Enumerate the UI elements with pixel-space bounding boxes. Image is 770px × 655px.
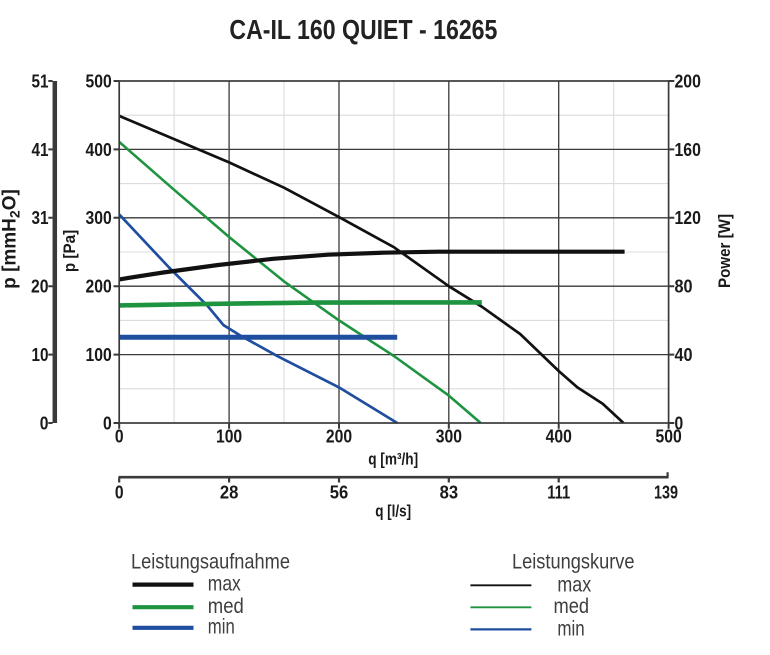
svg-text:56: 56	[330, 483, 349, 503]
svg-text:med: med	[208, 595, 244, 618]
svg-text:500: 500	[656, 427, 682, 447]
svg-text:120: 120	[675, 208, 701, 228]
svg-text:0: 0	[40, 413, 49, 433]
svg-text:51: 51	[32, 71, 49, 91]
svg-text:p [mmH2O]: p [mmH2O]	[0, 189, 23, 289]
svg-text:CA-IL 160 QUIET - 16265: CA-IL 160 QUIET - 16265	[229, 14, 497, 45]
svg-text:100: 100	[216, 427, 242, 447]
svg-text:min: min	[208, 616, 235, 639]
svg-text:Power [W]: Power [W]	[715, 214, 734, 288]
svg-text:max: max	[557, 573, 591, 596]
svg-text:min: min	[557, 617, 584, 640]
svg-text:400: 400	[546, 427, 572, 447]
svg-text:31: 31	[32, 208, 49, 228]
svg-text:max: max	[208, 573, 241, 596]
svg-text:200: 200	[326, 427, 352, 447]
svg-text:q [m³/h]: q [m³/h]	[368, 450, 418, 469]
svg-text:med: med	[554, 595, 590, 618]
svg-text:300: 300	[86, 208, 112, 228]
svg-text:40: 40	[675, 345, 693, 365]
svg-text:Leistungsaufnahme: Leistungsaufnahme	[131, 551, 290, 574]
svg-text:111: 111	[547, 483, 570, 503]
svg-text:10: 10	[32, 345, 49, 365]
svg-text:100: 100	[86, 345, 112, 365]
svg-text:20: 20	[31, 277, 49, 297]
svg-text:200: 200	[86, 277, 112, 297]
svg-text:28: 28	[220, 483, 239, 503]
svg-text:200: 200	[675, 71, 701, 91]
svg-text:80: 80	[675, 277, 693, 297]
svg-text:83: 83	[440, 483, 459, 503]
svg-text:400: 400	[86, 140, 112, 160]
svg-text:500: 500	[86, 71, 112, 91]
svg-text:160: 160	[675, 140, 701, 160]
svg-text:0: 0	[675, 413, 684, 433]
svg-text:0: 0	[115, 483, 124, 503]
svg-text:300: 300	[436, 427, 462, 447]
svg-text:Leistungskurve: Leistungskurve	[512, 551, 635, 574]
svg-text:q [l/s]: q [l/s]	[375, 502, 411, 521]
svg-text:p [Pa]: p [Pa]	[60, 230, 79, 272]
svg-text:41: 41	[32, 140, 49, 160]
svg-text:0: 0	[115, 427, 124, 447]
svg-text:139: 139	[654, 483, 678, 503]
svg-text:0: 0	[103, 413, 112, 433]
